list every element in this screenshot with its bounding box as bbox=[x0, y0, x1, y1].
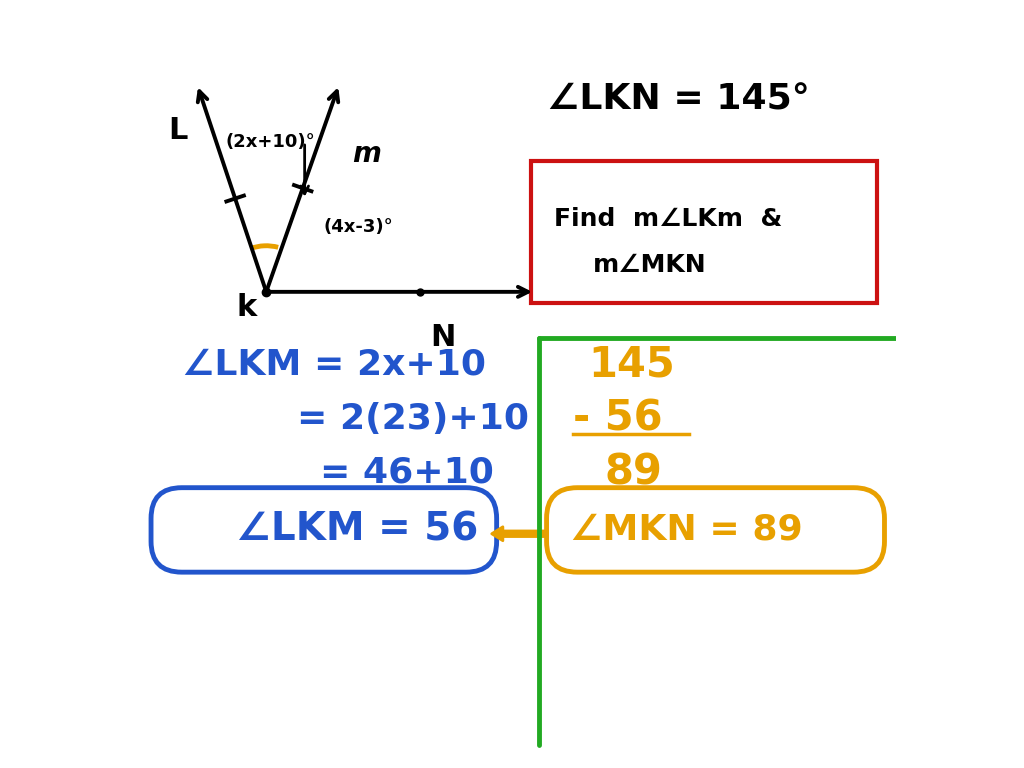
FancyBboxPatch shape bbox=[152, 488, 497, 572]
Text: (2x+10)°: (2x+10)° bbox=[225, 133, 315, 151]
Text: m∠MKN: m∠MKN bbox=[593, 253, 707, 277]
Text: = 46+10: = 46+10 bbox=[319, 455, 494, 489]
FancyBboxPatch shape bbox=[531, 161, 877, 303]
Text: = 2(23)+10: = 2(23)+10 bbox=[297, 402, 529, 435]
Text: m: m bbox=[351, 140, 381, 167]
Text: ∠MKN = 89: ∠MKN = 89 bbox=[569, 513, 803, 547]
Text: ∠LKM = 2x+10: ∠LKM = 2x+10 bbox=[182, 348, 485, 382]
Text: ∠LKN = 145°: ∠LKN = 145° bbox=[547, 83, 809, 117]
FancyArrowPatch shape bbox=[492, 527, 559, 541]
Text: (4x-3)°: (4x-3)° bbox=[324, 217, 393, 236]
Text: ∠LKM = 56: ∠LKM = 56 bbox=[236, 511, 478, 549]
Text: 145: 145 bbox=[589, 344, 676, 386]
Text: Find  m∠LKm  &: Find m∠LKm & bbox=[554, 207, 782, 231]
Text: L: L bbox=[168, 116, 187, 145]
Text: - 56: - 56 bbox=[573, 398, 664, 439]
FancyBboxPatch shape bbox=[547, 488, 885, 572]
Text: N: N bbox=[430, 323, 456, 353]
Text: k: k bbox=[237, 293, 257, 322]
Text: 89: 89 bbox=[604, 452, 663, 493]
